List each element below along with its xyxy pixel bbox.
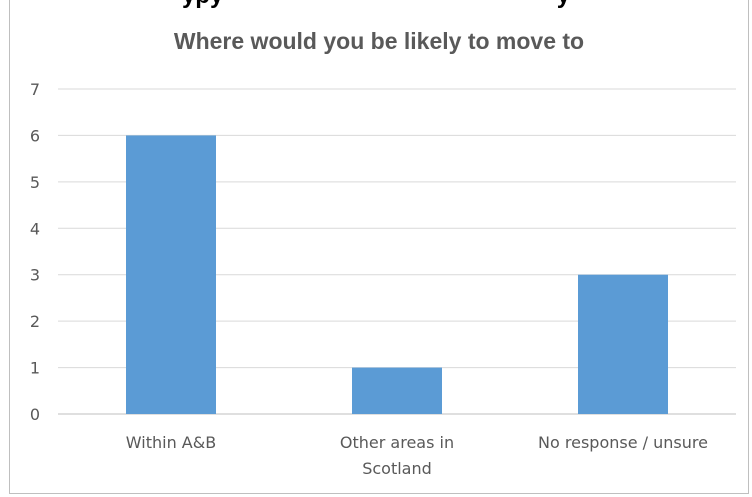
x-category-label: Within A&B [126,433,216,452]
clipped-page-heading: ypy y [0,0,752,10]
y-tick-label: 2 [30,312,40,331]
chart-title: Where would you be likely to move to [173,28,585,54]
y-tick-label: 1 [30,359,40,378]
y-tick-label: 6 [30,126,40,145]
bar [352,367,442,414]
y-tick-label: 0 [30,405,40,424]
x-category-label: Scotland [362,459,432,478]
x-category-label: No response / unsure [538,433,708,452]
x-category-label: Other areas in [340,433,454,452]
bar [126,135,216,414]
y-tick-label: 7 [30,80,40,99]
y-tick-label: 5 [30,173,40,192]
y-tick-label: 4 [30,219,40,238]
bar [578,274,668,414]
y-tick-label: 3 [30,266,40,285]
